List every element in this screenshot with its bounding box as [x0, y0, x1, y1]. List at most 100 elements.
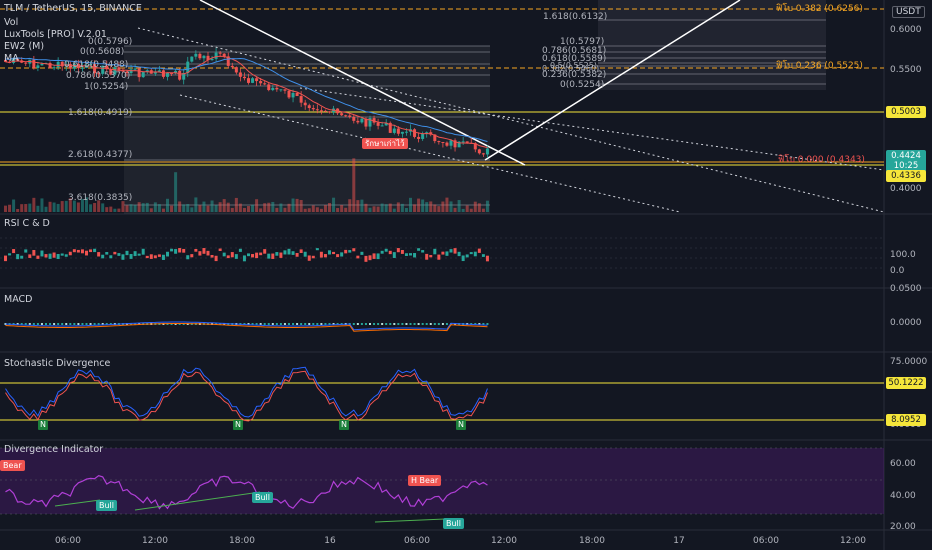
volume-bar [48, 201, 52, 212]
divergence-bull-line [54, 499, 101, 507]
rsi-bar [473, 251, 477, 257]
rsi-bar [129, 254, 133, 259]
candle-body [421, 133, 425, 139]
bull-signal: Bull [96, 500, 118, 511]
volume-bar [392, 208, 396, 212]
annotation-label[interactable]: รักษาเก่าไว้ [362, 138, 408, 149]
volume-bar [303, 208, 307, 212]
macd-hist [393, 323, 396, 325]
candle-body [129, 69, 133, 74]
macd-hist [255, 323, 258, 325]
rsi-bar [85, 250, 88, 256]
currency-button[interactable]: USDT [892, 6, 925, 18]
macd-hist [105, 323, 108, 325]
macd-hist [474, 323, 477, 325]
macd-signal [5, 323, 488, 332]
div-tick: 40.00 [890, 491, 916, 501]
candle-body [4, 59, 7, 62]
stoch-level-tag: 50.1222 [886, 377, 926, 389]
macd-hist [77, 323, 80, 325]
rsi-bar [352, 248, 356, 252]
rsi-bar [279, 252, 283, 258]
candle-body [263, 83, 267, 85]
rsi-bar [271, 253, 275, 259]
volume-bar [141, 203, 145, 212]
candle-body [287, 90, 291, 98]
macd-hist [405, 323, 408, 325]
rsi-tick: 100.0 [890, 250, 916, 260]
volume-bar [445, 197, 449, 212]
macd-hist [223, 323, 226, 325]
volume-bar [117, 208, 121, 212]
time-tick: 18:00 [579, 536, 605, 546]
volume-bar [85, 197, 88, 212]
price-level-tag: 0.5003 [886, 106, 926, 118]
rsi-bar [218, 248, 222, 252]
rsi-bar [109, 255, 113, 259]
volume-bar [469, 208, 473, 212]
candle-body [97, 73, 101, 75]
rsi-bar [299, 249, 303, 254]
tool-legend[interactable]: LuxTools [PRO] V.2.01 [4, 29, 107, 40]
rsi-bar [356, 255, 360, 259]
rsi-bar [93, 248, 97, 253]
candle-body [125, 71, 129, 74]
macd-hist [36, 323, 39, 325]
volume-bar [234, 197, 238, 212]
candle-body [113, 67, 117, 75]
candle-body [307, 105, 311, 109]
volume-bar [340, 205, 344, 212]
candle-body [279, 89, 283, 91]
volume-legend[interactable]: Vol [4, 17, 19, 28]
volume-bar [360, 199, 364, 212]
symbol-title[interactable]: TLM / TetherUS, 15, BINANCE [4, 3, 142, 14]
candle-body [186, 61, 190, 74]
candle-body [89, 64, 93, 66]
volume-bar [364, 203, 368, 212]
candle-body [449, 140, 453, 146]
candle-body [36, 65, 40, 68]
rsi-title[interactable]: RSI C & D [4, 218, 50, 229]
macd-hist [304, 323, 307, 325]
volume-bar [348, 199, 352, 212]
macd-hist [288, 323, 290, 325]
volume-bar [60, 201, 64, 212]
candle-body [52, 67, 56, 69]
volume-bar [194, 197, 198, 212]
stoch-signal-badge: N [38, 420, 48, 430]
macd-hist [369, 323, 371, 325]
ma-legend[interactable]: MA [4, 53, 19, 64]
fib-right-level: 0.236(0.5382) [542, 70, 607, 80]
rsi-bar [485, 255, 489, 262]
macd-hist [24, 323, 27, 325]
stoch-title[interactable]: Stochastic Divergence [4, 358, 111, 369]
volume-bar [473, 201, 477, 212]
fib-left-level: 1.618(0.4919) [68, 108, 133, 118]
time-tick: 06:00 [55, 536, 81, 546]
volume-bar [404, 207, 408, 212]
candle-body [68, 64, 72, 69]
divergence-title[interactable]: Divergence Indicator [4, 444, 104, 455]
time-tick: 16 [324, 536, 336, 546]
bull-signal: Bull [252, 492, 274, 503]
fib-right-level: 1(0.5797) [560, 37, 605, 47]
ew-legend[interactable]: EW2 (M) [4, 41, 45, 52]
macd-hist [401, 323, 404, 325]
volume-bar [121, 201, 125, 212]
macd-hist [373, 323, 376, 325]
rsi-bar [307, 255, 311, 261]
macd-title[interactable]: MACD [4, 294, 33, 305]
macd-hist [417, 323, 420, 325]
candle-body [174, 70, 178, 74]
rsi-bar [344, 249, 348, 254]
rsi-bar [89, 249, 93, 253]
rsi-bar [234, 254, 238, 259]
rsi-bar [263, 249, 267, 254]
volume-bar [425, 202, 429, 212]
candle-body [291, 92, 295, 98]
volume-bar [80, 199, 84, 212]
volume-bar [267, 202, 271, 212]
candle-body [433, 134, 437, 142]
